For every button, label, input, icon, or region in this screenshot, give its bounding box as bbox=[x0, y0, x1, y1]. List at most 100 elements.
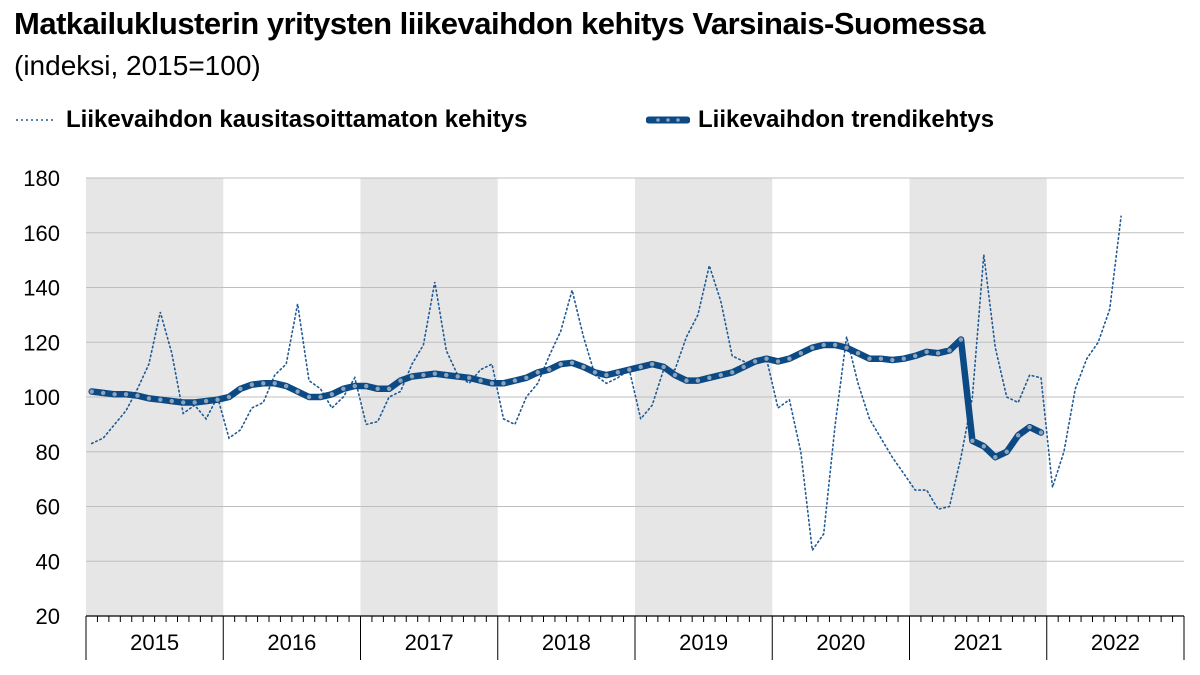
trend-point bbox=[455, 374, 460, 379]
trend-point bbox=[512, 378, 518, 383]
trend-point bbox=[798, 351, 804, 356]
trend-point bbox=[329, 392, 335, 397]
trend-point bbox=[1015, 433, 1021, 438]
trend-point bbox=[135, 393, 140, 398]
trend-point bbox=[375, 386, 380, 391]
trend-point bbox=[192, 400, 197, 405]
trend-point bbox=[832, 342, 838, 348]
y-tick-label: 120 bbox=[23, 330, 60, 355]
trend-point bbox=[661, 364, 666, 370]
trend-point bbox=[421, 372, 426, 378]
trend-point bbox=[272, 381, 277, 386]
trend-point bbox=[261, 381, 266, 386]
trend-point bbox=[432, 371, 438, 376]
trend-point bbox=[364, 383, 369, 389]
y-tick-label: 180 bbox=[23, 166, 60, 191]
trend-point bbox=[226, 394, 232, 400]
trend-point bbox=[810, 345, 815, 350]
trend-point bbox=[569, 360, 575, 365]
trend-point bbox=[604, 372, 609, 378]
trend-point bbox=[878, 356, 884, 361]
trend-point bbox=[444, 372, 449, 378]
trend-point bbox=[787, 356, 792, 361]
y-tick-label: 80 bbox=[36, 440, 60, 465]
trend-point bbox=[524, 375, 529, 381]
trend-point bbox=[398, 378, 403, 383]
x-tick-label-2022: 2022 bbox=[1091, 630, 1140, 655]
trend-point bbox=[649, 361, 655, 367]
trend-point bbox=[535, 370, 540, 375]
trend-point bbox=[158, 397, 163, 402]
trend-point bbox=[993, 455, 998, 460]
trend-point bbox=[764, 356, 769, 361]
legend-label-trend: Liikevaihdon trendikehtys bbox=[698, 106, 995, 133]
legend-swatch-thick-line bbox=[646, 116, 690, 124]
series-line-raw bbox=[90, 215, 1122, 553]
trend-point bbox=[638, 364, 643, 370]
trend-point bbox=[821, 342, 826, 348]
trend-point bbox=[112, 392, 117, 397]
trend-point bbox=[547, 367, 552, 372]
trend-point bbox=[89, 389, 94, 394]
chart-title: Matkailuklusterin yritysten liikevaihdon… bbox=[14, 6, 985, 41]
trend-point bbox=[913, 353, 918, 359]
y-tick-label: 40 bbox=[36, 549, 60, 574]
trend-point bbox=[341, 386, 346, 391]
trend-point bbox=[890, 357, 895, 363]
trend-point bbox=[581, 364, 586, 370]
trend-point bbox=[238, 386, 243, 391]
x-tick-label-2018: 2018 bbox=[542, 630, 591, 655]
y-tick-label: 20 bbox=[36, 604, 60, 629]
trend-point bbox=[501, 381, 506, 386]
trend-point bbox=[306, 394, 312, 400]
x-tick-label-2015: 2015 bbox=[130, 630, 179, 655]
trend-point bbox=[318, 394, 323, 400]
legend-swatch-dotted-line bbox=[16, 119, 56, 121]
trend-point bbox=[924, 349, 929, 355]
trend-point bbox=[707, 375, 712, 381]
trend-point bbox=[181, 400, 186, 405]
trend-point bbox=[867, 356, 872, 361]
trend-point bbox=[947, 348, 952, 353]
trend-point bbox=[695, 378, 701, 383]
trend-point bbox=[283, 383, 289, 389]
trend-point bbox=[478, 378, 483, 383]
x-tick-label-2021: 2021 bbox=[954, 630, 1003, 655]
trend-point bbox=[558, 361, 563, 367]
trend-point bbox=[672, 372, 678, 378]
trend-point bbox=[970, 438, 975, 443]
x-tick-label-2020: 2020 bbox=[816, 630, 865, 655]
trend-point bbox=[466, 375, 472, 381]
trend-point bbox=[203, 398, 209, 404]
y-tick-label: 160 bbox=[23, 221, 60, 246]
trend-point bbox=[489, 381, 495, 386]
trend-point bbox=[615, 370, 621, 375]
trend-point bbox=[409, 374, 415, 379]
y-tick-label: 140 bbox=[23, 276, 60, 301]
trend-point bbox=[295, 389, 300, 394]
legend-label-raw: Liikevaihdon kausitasoittamaton kehitys bbox=[66, 106, 528, 133]
legend-item-trend: Liikevaihdon trendikehtys bbox=[646, 106, 994, 134]
trend-point bbox=[1038, 430, 1044, 435]
trend-point bbox=[775, 359, 781, 364]
x-tick-label-2017: 2017 bbox=[405, 630, 454, 655]
trend-point bbox=[592, 370, 598, 375]
trend-point bbox=[844, 345, 849, 350]
trend-point bbox=[718, 372, 723, 378]
trend-point bbox=[215, 397, 220, 402]
y-tick-label: 100 bbox=[23, 385, 60, 410]
trend-point bbox=[123, 392, 129, 397]
legend-item-raw: Liikevaihdon kausitasoittamaton kehitys bbox=[14, 106, 527, 134]
trend-point bbox=[741, 364, 746, 370]
trend-point bbox=[352, 383, 357, 389]
trend-point bbox=[1027, 424, 1032, 430]
trend-point bbox=[1004, 449, 1009, 454]
series-line-trend bbox=[88, 336, 1045, 461]
x-tick-label-2016: 2016 bbox=[267, 630, 316, 655]
trend-point bbox=[855, 351, 861, 356]
x-tick-label-2019: 2019 bbox=[679, 630, 728, 655]
trend-point bbox=[169, 398, 174, 404]
trend-point bbox=[627, 367, 632, 372]
y-tick-label: 60 bbox=[36, 495, 60, 520]
